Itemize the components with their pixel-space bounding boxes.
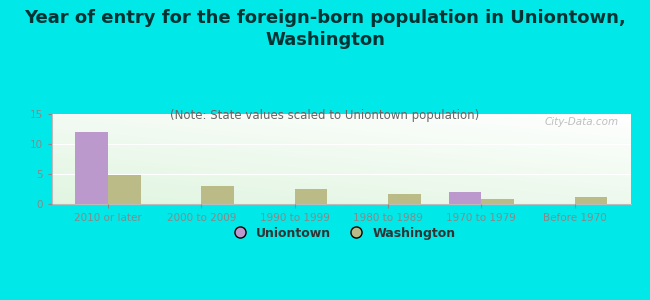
Legend: Uniontown, Washington: Uniontown, Washington (222, 221, 460, 244)
Bar (294, 189, 327, 204)
Text: Year of entry for the foreign-born population in Uniontown,
Washington: Year of entry for the foreign-born popul… (24, 9, 626, 49)
Text: City-Data.com: City-Data.com (545, 117, 619, 127)
Bar (108, 175, 140, 204)
Text: (Note: State values scaled to Uniontown population): (Note: State values scaled to Uniontown … (170, 110, 480, 122)
Bar (202, 186, 234, 204)
Bar (481, 199, 514, 204)
Bar (388, 194, 421, 204)
Bar (575, 197, 607, 204)
Bar (75, 132, 108, 204)
Bar (448, 192, 481, 204)
